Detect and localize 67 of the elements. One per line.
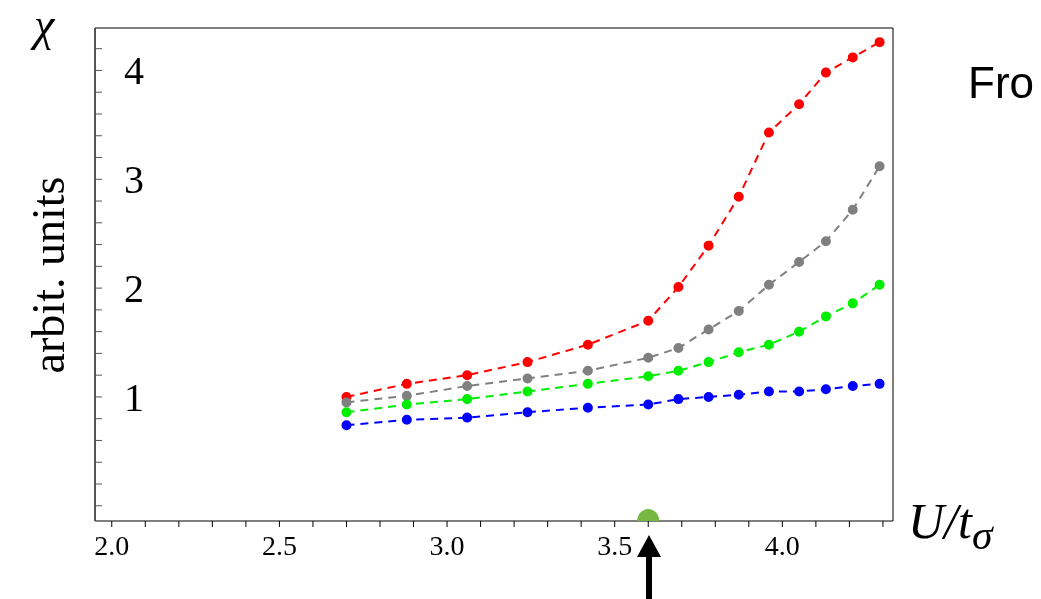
point [401,399,412,410]
point [643,352,654,363]
y-axis-title: arbit. units [22,176,74,374]
point [401,414,412,425]
point [794,326,805,337]
point [763,279,774,290]
point [703,357,714,368]
point [673,394,684,405]
point [522,407,533,418]
point [733,347,744,358]
point [522,386,533,397]
point [847,52,858,63]
point [462,394,473,405]
y-tick-label: 4 [124,48,144,94]
point [462,412,473,423]
point [582,402,593,413]
x-tick-label: 3.0 [429,530,465,561]
x-tick-label: 4.0 [764,530,800,561]
x-tick-label: 3.5 [597,530,633,561]
point [673,282,684,293]
point [847,298,858,309]
point [582,365,593,376]
point [794,386,805,397]
point [341,407,352,418]
point [643,315,654,326]
point [820,67,831,78]
point [582,378,593,389]
point [733,389,744,400]
point [341,397,352,408]
point [794,99,805,110]
y-tick-label: 3 [124,157,144,203]
point [703,391,714,402]
point [874,279,885,290]
point [401,378,412,389]
point [341,420,352,431]
point [820,236,831,247]
point [643,371,654,382]
point [673,365,684,376]
point [401,390,412,401]
x-axis-title: U/t$_{σ}$ [908,493,993,558]
text: Fro [968,58,1034,107]
point [874,161,885,172]
point [794,256,805,267]
point [522,357,533,368]
point [763,127,774,138]
point [763,386,774,397]
point [673,342,684,353]
point [820,384,831,395]
y-tick-label: 2 [124,266,144,312]
point [733,191,744,202]
point [643,399,654,410]
x-tick-label: 2.0 [94,530,130,561]
point [462,370,473,381]
point [763,339,774,350]
point [582,339,593,350]
point [703,240,714,251]
point [820,311,831,322]
y-tick-label: 1 [124,374,144,420]
point [703,324,714,335]
x-tick-label: 2.5 [261,530,297,561]
point [874,378,885,389]
point [847,381,858,392]
point [462,381,473,392]
point [874,37,885,48]
point [847,204,858,215]
point [522,373,533,384]
point [733,305,744,316]
